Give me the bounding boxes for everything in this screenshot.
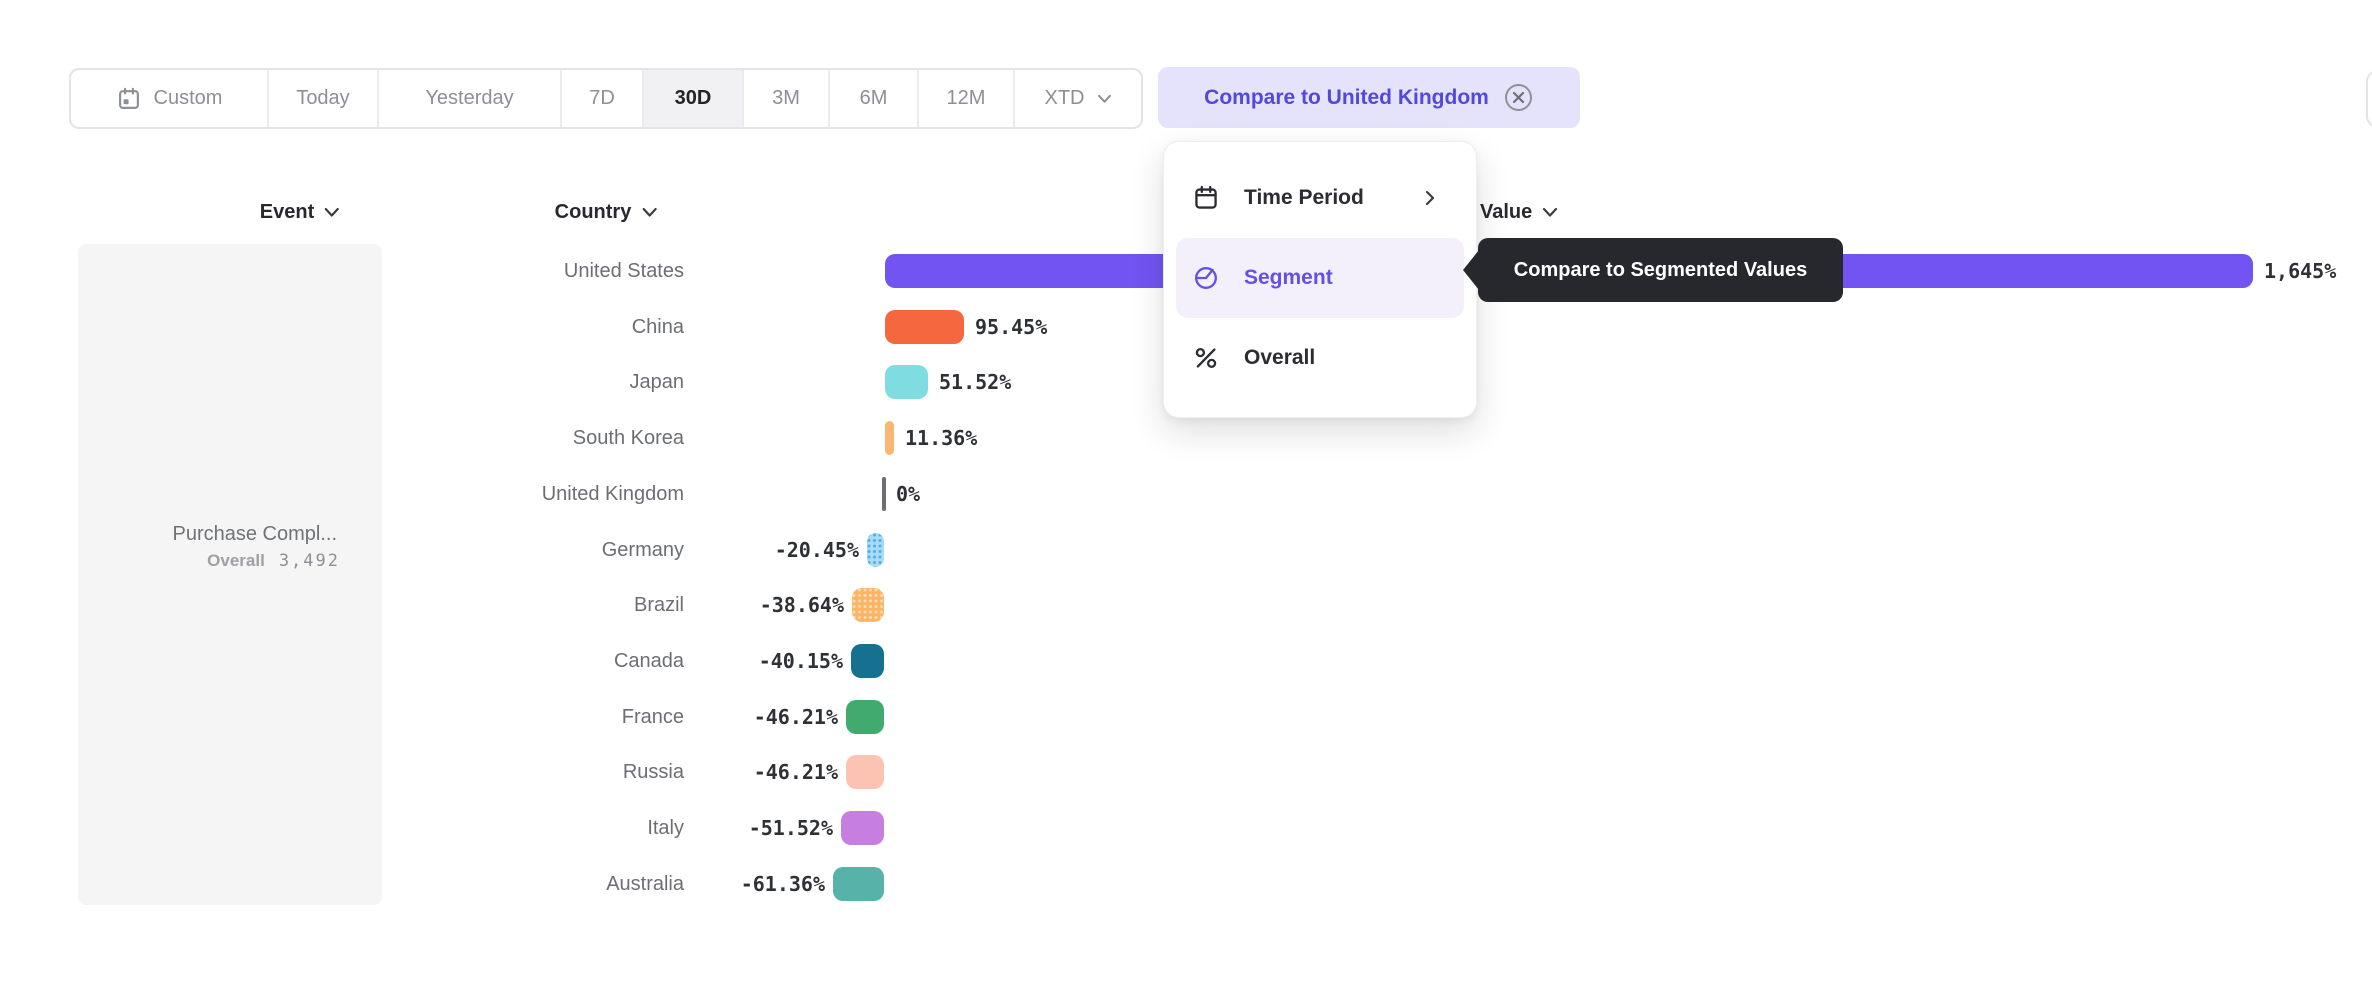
country-label: Japan <box>629 371 685 393</box>
range-button-7d[interactable]: 7D <box>560 70 642 127</box>
value-bar[interactable] <box>885 365 928 399</box>
column-header-value[interactable]: Value <box>1480 197 1558 227</box>
country-label: South Korea <box>572 427 684 449</box>
country-label: Russia <box>622 761 684 783</box>
event-metric: Overall 3,492 <box>78 548 340 574</box>
range-button-today[interactable]: Today <box>267 70 377 127</box>
range-button-label: 3M <box>772 87 800 109</box>
range-button-label: 12M <box>946 87 986 109</box>
menu-item-segment[interactable]: Segment <box>1176 238 1464 318</box>
tooltip-text: Compare to Segmented Values <box>1513 258 1808 281</box>
column-header-country-label: Country <box>554 200 632 223</box>
chevron-down-icon <box>641 201 657 224</box>
chevron-down-icon <box>1542 201 1558 224</box>
value-bar[interactable] <box>882 477 886 511</box>
segment-icon <box>1192 264 1220 292</box>
calendar-custom-icon <box>116 86 142 112</box>
event-panel[interactable]: Purchase Compl... Overall 3,492 <box>78 244 382 905</box>
menu-item-label: Time Period <box>1244 186 1364 209</box>
event-metric-value: 3,492 <box>278 551 340 571</box>
range-button-label: 7D <box>589 87 615 109</box>
country-label: Australia <box>606 873 684 895</box>
value-label: 1,645% <box>2264 259 2337 283</box>
country-label: France <box>621 706 684 728</box>
chevron-down-icon <box>324 201 340 224</box>
range-button-label: Custom <box>153 87 223 109</box>
range-button-label: XTD <box>1044 87 1085 109</box>
close-circle-icon[interactable] <box>1503 82 1534 113</box>
range-button-label: 6M <box>859 87 888 109</box>
value-label: -40.15% <box>758 649 843 673</box>
value-bar[interactable] <box>846 755 884 789</box>
range-button-label: Yesterday <box>425 87 514 109</box>
menu-item-label: Segment <box>1244 266 1333 289</box>
country-label: Brazil <box>633 594 684 616</box>
column-header-value-label: Value <box>1480 200 1533 223</box>
value-bar[interactable] <box>852 588 884 622</box>
country-label: China <box>631 316 684 338</box>
country-label: Germany <box>601 539 684 561</box>
range-button-3m[interactable]: 3M <box>742 70 828 127</box>
country-label: United Kingdom <box>541 483 684 505</box>
range-button-label: Today <box>296 87 350 109</box>
menu-item-label: Overall <box>1244 346 1316 369</box>
value-label: -20.45% <box>774 538 859 562</box>
value-label: -46.21% <box>753 705 838 729</box>
value-label: -51.52% <box>748 816 833 840</box>
value-label: -46.21% <box>753 760 838 784</box>
compare-chip[interactable]: Compare to United Kingdom <box>1158 67 1580 128</box>
value-label: -38.64% <box>759 593 844 617</box>
value-bar[interactable] <box>851 644 884 678</box>
range-button-30d[interactable]: 30D <box>642 70 742 127</box>
country-label: United States <box>563 260 684 282</box>
percent-icon <box>1192 344 1220 372</box>
tooltip: Compare to Segmented Values <box>1478 238 1843 302</box>
country-label: Italy <box>647 817 684 839</box>
chevron-down-icon <box>1097 94 1112 104</box>
value-bar[interactable] <box>867 533 884 567</box>
date-range-toolbar: Custom Today Yesterday 7D 30D 3M 6M 12M XTD <box>69 68 1143 129</box>
range-button-custom[interactable]: Custom <box>71 70 267 127</box>
event-name: Purchase Compl... <box>172 523 337 545</box>
menu-item-time-period[interactable]: Time Period <box>1176 158 1464 238</box>
compare-chip-label: Compare to United Kingdom <box>1204 85 1489 109</box>
value-bar[interactable] <box>833 867 884 901</box>
value-label: 95.45% <box>975 315 1048 339</box>
menu-item-overall[interactable]: Overall <box>1176 318 1464 398</box>
calendar-icon <box>1192 184 1220 212</box>
column-header-event-label: Event <box>259 200 315 223</box>
value-bar[interactable] <box>885 421 894 455</box>
range-button-label: 30D <box>674 87 712 109</box>
value-label: -61.36% <box>740 872 825 896</box>
country-label: Canada <box>613 650 684 672</box>
value-label: 0% <box>896 482 921 506</box>
range-button-12m[interactable]: 12M <box>917 70 1013 127</box>
chevron-right-icon <box>1424 189 1436 207</box>
value-bar[interactable] <box>885 310 964 344</box>
value-label: 51.52% <box>939 370 1012 394</box>
value-bar[interactable] <box>846 700 884 734</box>
compare-dropdown-menu: Time Period Segment Overall <box>1163 141 1477 418</box>
range-button-xtd[interactable]: XTD <box>1013 70 1141 127</box>
value-label: 11.36% <box>905 426 978 450</box>
range-button-yesterday[interactable]: Yesterday <box>377 70 560 127</box>
event-metric-label: Overall <box>207 551 265 570</box>
column-header-country[interactable]: Country <box>555 197 658 227</box>
range-button-6m[interactable]: 6M <box>828 70 917 127</box>
value-bar[interactable] <box>841 811 884 845</box>
column-header-event[interactable]: Event <box>260 197 340 227</box>
